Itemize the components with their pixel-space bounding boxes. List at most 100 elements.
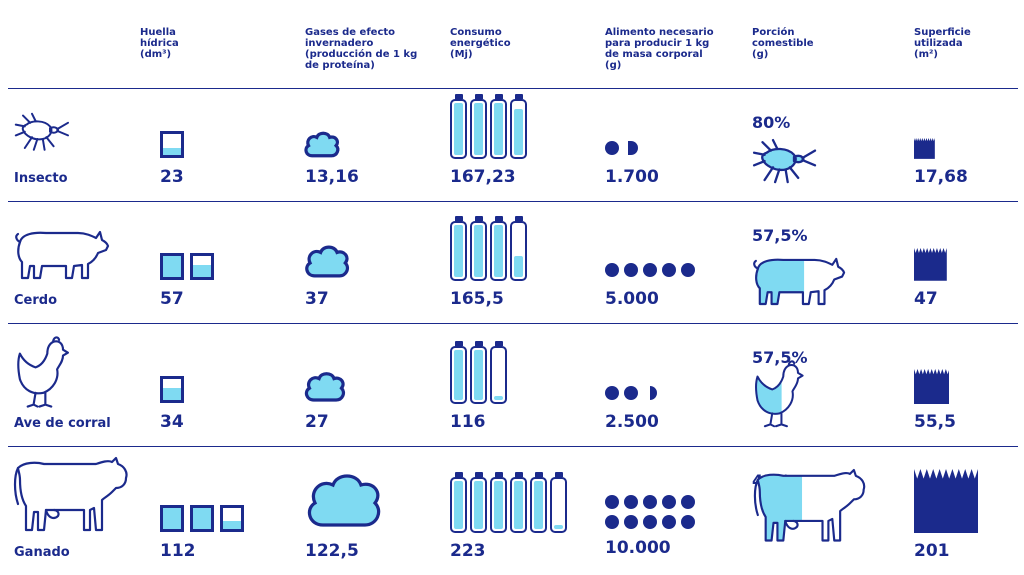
battery-cap (454, 341, 463, 346)
battery-cap (534, 472, 543, 477)
battery-icon (550, 472, 567, 533)
water-footprint-value: 112 (160, 541, 196, 561)
feed-dot-icon (628, 141, 638, 155)
feed-dot-icon (643, 263, 657, 277)
battery-icon (470, 341, 487, 404)
greenhouse-gases-value: 13,16 (305, 167, 359, 187)
battery-cap (474, 341, 483, 346)
water-fill (223, 520, 241, 529)
animal-label: Cerdo (14, 293, 58, 308)
animal-detail-lines (753, 259, 759, 270)
feed-dot-icon (605, 141, 619, 155)
battery-fill (454, 225, 463, 277)
battery-cap (474, 94, 483, 99)
pig-icon (15, 230, 110, 280)
cow-icon (13, 456, 128, 532)
greenhouse-gases-value: 122,5 (305, 541, 359, 561)
battery-cap (454, 472, 463, 477)
insect-icon (14, 112, 69, 151)
animal-detail-lines (763, 360, 796, 428)
battery-fill (534, 481, 543, 529)
battery-fill (514, 108, 523, 155)
battery-icon (490, 94, 507, 159)
water-fill (163, 147, 181, 155)
header-greenhouse-gases: Gases de efecto invernadero (producción … (305, 27, 418, 71)
battery-cap (474, 216, 483, 221)
row-divider (8, 201, 1018, 202)
surface-used-value: 47 (914, 289, 938, 309)
feed-dot-icon (681, 263, 695, 277)
water-fill (193, 508, 211, 529)
grass-shape (914, 248, 947, 281)
battery-fill (494, 395, 503, 400)
cloud-shape (304, 131, 340, 157)
battery-icon (510, 472, 527, 533)
water-footprint-value: 34 (160, 412, 184, 432)
animal-label: Ave de corral (14, 416, 111, 431)
cloud-icon (304, 371, 346, 402)
battery-fill (514, 481, 523, 529)
animal-outline (17, 340, 69, 395)
battery-cap (494, 472, 503, 477)
battery-fill (474, 350, 483, 400)
battery-cap (474, 472, 483, 477)
animal-outline (756, 468, 866, 542)
surface-used-value: 55,5 (914, 412, 956, 432)
battery-cap (514, 472, 523, 477)
battery-icon (450, 216, 467, 281)
feed-dot-icon (662, 495, 676, 509)
animal-detail-lines (752, 138, 817, 184)
edible-insect-icon (752, 138, 817, 184)
edible-portion-percent: 80% (752, 113, 791, 132)
grass-icon (914, 469, 978, 533)
energy-consumption-value: 223 (450, 541, 486, 561)
water-fill (193, 265, 211, 277)
animal-outline (16, 456, 128, 532)
header-feed-required: Alimento necesario para producir 1 kg de… (605, 27, 714, 71)
cloud-icon (304, 131, 340, 157)
feed-dot-icon (605, 263, 619, 277)
water-glass-icon (190, 253, 214, 280)
battery-cap (494, 216, 503, 221)
water-glass-icon (160, 505, 184, 532)
battery-icon (490, 216, 507, 281)
battery-icon (530, 472, 547, 533)
grass-icon (914, 138, 935, 159)
water-fill (163, 388, 181, 400)
water-fill (163, 256, 181, 277)
battery-icon (450, 94, 467, 159)
battery-cap (514, 94, 523, 99)
grass-shape (914, 138, 935, 159)
surface-used-value: 201 (914, 541, 950, 561)
battery-icon (470, 216, 487, 281)
animal-detail-lines (753, 478, 799, 530)
battery-fill (514, 255, 523, 277)
battery-icon (510, 216, 527, 281)
edible-portion-fill (756, 259, 805, 304)
surface-used-value: 17,68 (914, 167, 968, 187)
animal-outline (21, 120, 60, 141)
chicken-icon (17, 336, 69, 408)
edible-chicken-icon (755, 360, 804, 428)
battery-icon (490, 472, 507, 533)
animal-detail-lines (26, 336, 61, 408)
animal-detail-lines (14, 112, 69, 151)
edible-portion-percent: 57,5% (752, 226, 808, 245)
battery-cap (454, 216, 463, 221)
energy-consumption-value: 165,5 (450, 289, 504, 309)
battery-cap (554, 472, 563, 477)
feed-dot-icon (605, 495, 619, 509)
header-water-footprint: Huella hídrica (dm³) (140, 27, 179, 60)
feed-dot-icon (624, 495, 638, 509)
edible-cow-icon (753, 468, 866, 542)
battery-icon (510, 94, 527, 159)
header-edible-portion: Porción comestible (g) (752, 27, 814, 60)
water-glass-icon (160, 131, 184, 158)
feed-required-value: 1.700 (605, 167, 659, 187)
grass-shape (914, 469, 978, 533)
feed-dot-icon (605, 386, 619, 400)
battery-cap (514, 216, 523, 221)
battery-fill (454, 350, 463, 400)
row-divider (8, 88, 1018, 89)
